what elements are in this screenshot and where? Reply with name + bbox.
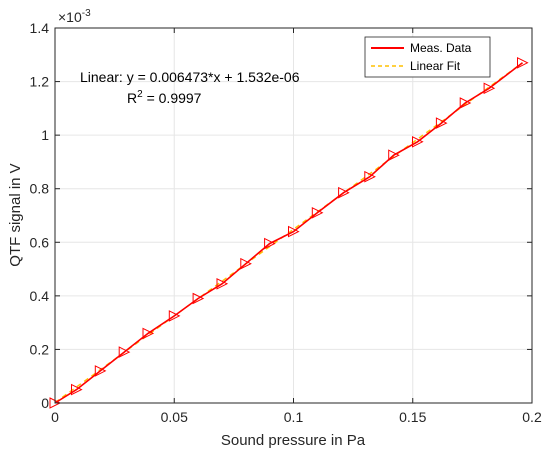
- x-tick-label: 0.15: [399, 409, 426, 425]
- x-tick-label: 0: [51, 409, 59, 425]
- y-tick-label: 1.2: [30, 74, 50, 90]
- y-tick-label: 1: [41, 127, 49, 143]
- fit-equation: Linear: y = 0.006473*x + 1.532e-06: [80, 69, 300, 85]
- data-point-marker: [240, 257, 252, 270]
- y-axis-label: QTF signal in V: [7, 163, 24, 266]
- data-point-marker: [388, 149, 400, 162]
- r-squared: R2 = 0.9997: [127, 89, 202, 106]
- legend-label-meas-data: Meas. Data: [410, 41, 472, 55]
- series-line-meas-data: [54, 62, 523, 404]
- y-exponent-power: -3: [82, 8, 91, 19]
- r-squared-prefix: R: [127, 90, 137, 106]
- data-point-marker: [338, 186, 350, 199]
- data-point-marker: [459, 97, 472, 109]
- r-squared-sup: 2: [137, 89, 143, 100]
- data-point-marker: [364, 170, 376, 183]
- data-point-marker: [412, 135, 424, 148]
- data-point-marker: [71, 383, 83, 396]
- x-tick-label: 0.1: [284, 409, 304, 425]
- data-point-marker: [483, 82, 496, 95]
- r-squared-value: = 0.9997: [143, 90, 202, 106]
- data-point-marker: [435, 117, 448, 129]
- y-tick-label: 0.2: [30, 341, 50, 357]
- legend: Meas. Data Linear Fit: [364, 36, 491, 78]
- legend-label-linear-fit: Linear Fit: [410, 59, 461, 73]
- grid: [54, 27, 533, 404]
- y-tick-label: 0: [41, 395, 49, 411]
- x-tick-label: 0.05: [161, 409, 188, 425]
- data-point-marker: [311, 206, 324, 219]
- y-tick-label: 0.6: [30, 234, 50, 250]
- data-point-marker: [264, 237, 276, 250]
- data-layer: [49, 56, 529, 409]
- data-point-marker: [118, 346, 131, 358]
- x-axis-label: Sound pressure in Pa: [221, 432, 366, 449]
- y-tick-label: 0.4: [30, 288, 50, 304]
- y-exponent-label: ×10-3: [58, 8, 91, 25]
- data-point-marker: [517, 56, 529, 69]
- x-tick-label: 0.2: [522, 409, 542, 425]
- ticks: 0 0.05 0.1 0.15 0.2 0 0.2 0.4 0.6 0.8 1 1.2 1.4: [30, 20, 542, 425]
- data-point-marker: [288, 225, 300, 238]
- y-tick-label: 1.4: [30, 20, 50, 36]
- data-point-marker: [142, 327, 155, 340]
- y-tick-label: 0.8: [30, 181, 50, 197]
- data-point-marker: [216, 277, 229, 290]
- data-point-marker: [168, 310, 181, 322]
- legend-box: [364, 36, 491, 78]
- data-point-marker: [94, 365, 107, 377]
- y-exponent-base: ×10: [58, 9, 82, 25]
- data-point-marker: [192, 292, 205, 305]
